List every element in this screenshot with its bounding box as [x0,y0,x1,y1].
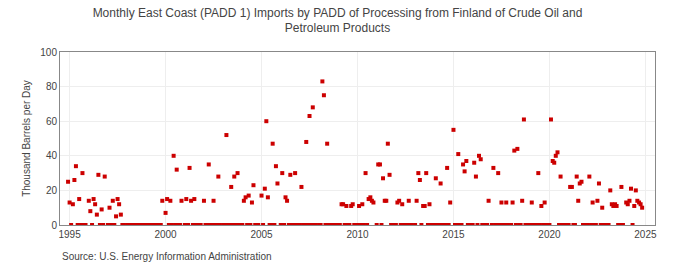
svg-text:2020: 2020 [538,229,561,240]
svg-text:40: 40 [46,150,58,161]
svg-text:2015: 2015 [442,229,465,240]
svg-text:Monthly East Coast (PADD 1) Im: Monthly East Coast (PADD 1) Imports by P… [93,6,583,36]
svg-text:20: 20 [46,185,58,196]
svg-text:Source: U.S. Energy Informatio: Source: U.S. Energy Information Administ… [62,251,272,262]
svg-text:Thousand Barrels per Day: Thousand Barrels per Day [21,80,32,197]
svg-text:1995: 1995 [58,229,81,240]
svg-text:100: 100 [40,47,57,58]
svg-text:80: 80 [46,81,58,92]
svg-text:2010: 2010 [346,229,369,240]
svg-text:2025: 2025 [634,229,657,240]
svg-text:2005: 2005 [250,229,273,240]
svg-text:60: 60 [46,116,58,127]
svg-text:2000: 2000 [154,229,177,240]
svg-text:0: 0 [51,220,57,231]
